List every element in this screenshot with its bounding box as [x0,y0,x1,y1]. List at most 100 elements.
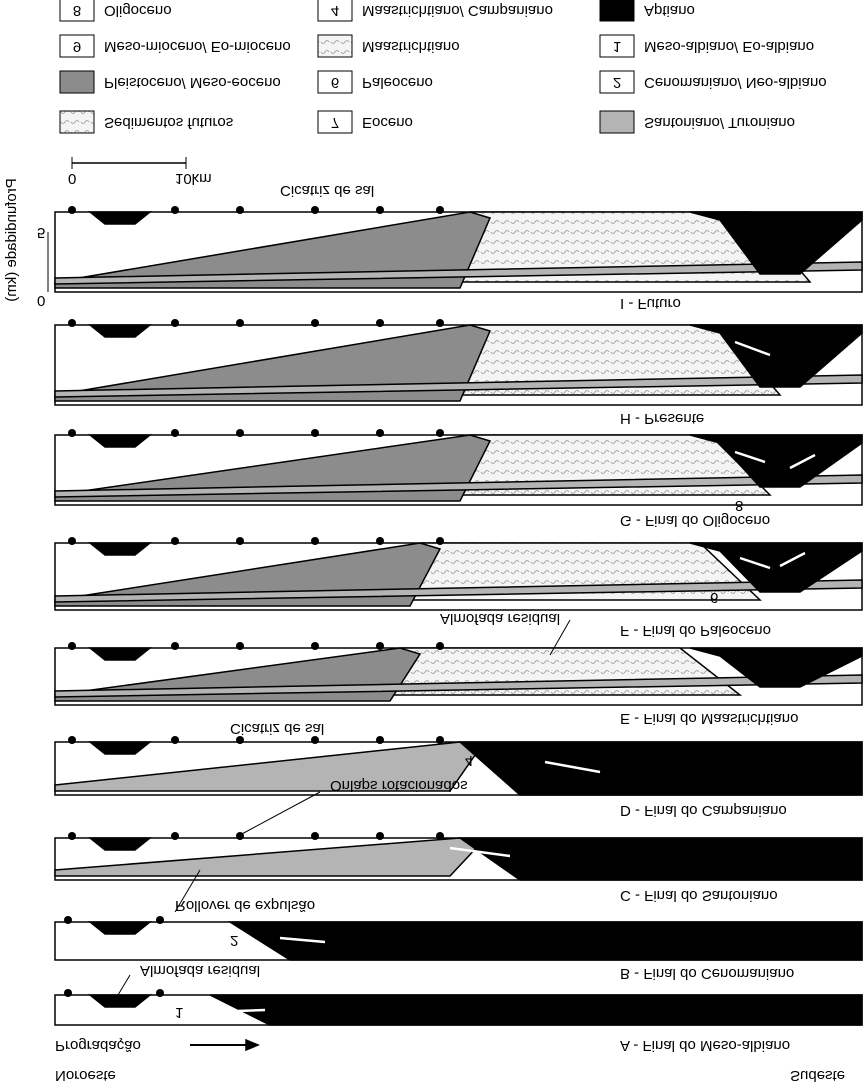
leader-line [114,974,131,1001]
santonian-wedge [54,837,482,877]
well [236,319,244,327]
well [171,429,179,437]
legend-swatch [59,0,95,22]
footer-direction: Progradação [55,1037,141,1054]
well [68,736,76,744]
arrow-head [245,1038,260,1052]
legend-code: 9 [73,38,81,55]
well [376,642,384,650]
well [311,832,319,840]
salt-body [689,211,863,275]
leader-line [239,791,321,836]
section-label: B - Final do Cenomaniano [620,965,794,982]
legend-code: 8 [73,2,81,19]
well [311,319,319,327]
well [64,989,72,997]
well [171,206,179,214]
well [436,319,444,327]
section-label: I - Futuro [620,295,681,312]
depth-label: Profundidade (km) [3,178,20,301]
annotation: 1 [175,1004,183,1021]
legend-label: Cenomaniano/ Neo-albiano [644,74,827,91]
well [376,206,384,214]
well [171,319,179,327]
salt-pillow [87,324,153,338]
flow-arrow [779,551,806,568]
well [376,537,384,545]
annotation: 6 [710,589,718,606]
section-label: G - Final do Oligoceno [620,512,770,529]
lower-layer [54,474,863,498]
santonian-wedge [54,211,492,289]
legend-label: Meso-mioceno/ Eo-mioceno [104,38,291,55]
well [311,642,319,650]
legend-swatch [317,110,353,134]
well [171,642,179,650]
annotation: 8 [735,497,743,514]
well [376,429,384,437]
lower-layer [54,674,863,698]
well [376,319,384,327]
section-label: F - Final do Paleoceno [620,622,771,639]
santonian-wedge [54,324,492,402]
salt-body [689,324,863,388]
leader-line [549,619,571,656]
salt-pillow [87,921,153,935]
annotation: Almofada residual [440,610,560,627]
legend-swatch [317,34,353,58]
salt-body [458,741,863,796]
depth-tick: 5 [37,224,45,241]
legend-label: Pleistoceno/ Meso-eoceno [104,74,281,91]
well [436,429,444,437]
section-label: D - Final do Campaniano [620,802,787,819]
well [68,832,76,840]
well [68,206,76,214]
salt-pillow [87,837,153,851]
legend-label: Oligoceno [104,2,172,19]
flow-arrow [739,556,771,570]
legend-swatch [59,70,95,94]
footer-left: Noroeste [55,1067,116,1084]
section-label: C - Final do Santoniano [620,887,778,904]
scale-label: 0 [68,170,76,187]
flow-arrow [734,340,771,357]
well [236,642,244,650]
flow-arrow [209,1008,266,1014]
well [236,537,244,545]
flow-arrow [449,846,511,858]
well [68,537,76,545]
well [311,537,319,545]
legend-swatch [59,34,95,58]
salt-pillow [87,211,153,225]
legend-swatch [599,34,635,58]
well [311,429,319,437]
well [436,206,444,214]
legend-swatch [317,0,353,22]
well [436,537,444,545]
annotation: 4 [465,752,473,769]
salt-pillow [87,647,153,661]
well [311,736,319,744]
salt-pillow [87,542,153,556]
salt-pillow [87,741,153,755]
annotation: 2 [230,932,238,949]
legend-code: 6 [331,74,339,91]
well [171,736,179,744]
section-label: H - Presente [620,410,704,427]
section-label: A - Final do Meso-albiano [620,1037,790,1054]
leader-line [174,869,201,913]
well [436,736,444,744]
salt-body [689,542,863,593]
legend-code: 1 [613,38,621,55]
flow-arrow [544,760,601,774]
legend-code: 7 [331,114,339,131]
legend-swatch [317,70,353,94]
well [68,319,76,327]
legend-label: Meso-albiano/ Eo-albiano [644,38,814,55]
legend-code: 4 [331,2,339,19]
well [376,736,384,744]
legend-label: Santoniano/ Turoniano [644,114,795,131]
legend-swatch [599,110,635,134]
flow-arrow [789,453,816,470]
